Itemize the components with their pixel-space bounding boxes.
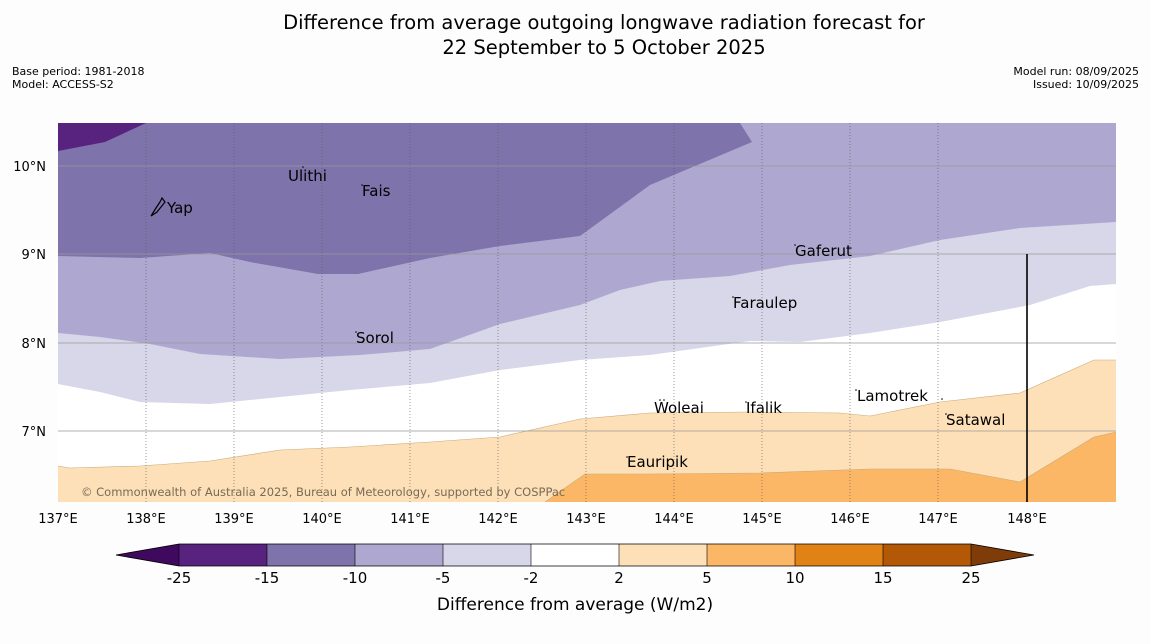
lon-label-146e: 146°E (830, 512, 870, 527)
place-label-fais: Fais (362, 182, 391, 200)
place-label-lamotrek: Lamotrek (857, 387, 928, 405)
place-label-sorol: Sorol (356, 329, 394, 347)
yap-island-shape (150, 196, 166, 217)
lon-label-147e: 147°E (918, 512, 958, 527)
lon-label-143e: 143°E (566, 512, 606, 527)
lon-label-137e: 137°E (38, 512, 78, 527)
contour-plus5 (544, 431, 1116, 502)
lat-label-8n: 8°N (22, 337, 47, 352)
colorbar-tick-7: 5 (702, 569, 712, 587)
place-label-yap: Yap (166, 199, 193, 217)
colorbar-tick-6: 2 (614, 569, 624, 587)
colorbar-tick-1: -25 (167, 569, 192, 587)
title-line-2: 22 September to 5 October 2025 (442, 36, 766, 59)
lon-label-141e: 141°E (390, 512, 430, 527)
map-area (58, 123, 1116, 502)
colorbar-segment-3 (355, 544, 443, 566)
colorbar-label: Difference from average (W/m2) (437, 595, 713, 615)
colorbar-segment-2 (267, 544, 355, 566)
lon-label-142e: 142°E (478, 512, 518, 527)
colorbar-extend-low (116, 544, 179, 566)
place-label-faraulep: Faraulep (733, 294, 797, 312)
gridlines (58, 123, 1116, 502)
colorbar-segment-8 (795, 544, 883, 566)
meta-left: Base period: 1981-2018 Model: ACCESS-S2 (12, 65, 144, 91)
colorbar-tick-10: 25 (961, 569, 980, 587)
place-labels: Ulithi Fais Yap Gaferut Faraulep Sorol L… (166, 167, 1005, 471)
colorbar-tick-5: -2 (524, 569, 539, 587)
colorbar-segment-5 (531, 544, 619, 566)
colorbar-segment-9 (883, 544, 971, 566)
place-label-ifalik: Ifalik (746, 399, 782, 417)
colorbar-dividers (178, 544, 972, 566)
colorbar: -25 -15 -10 -5 -2 2 5 10 15 25 Differenc… (115, 543, 1035, 615)
model-run: Model run: 08/09/2025 (1013, 65, 1139, 78)
place-label-woleai: Woleai (654, 399, 704, 417)
colorbar-tick-3: -10 (343, 569, 368, 587)
colorbar-extend-high (971, 544, 1034, 566)
band-minus25-minus15 (58, 123, 146, 151)
colorbar-tick-9: 15 (873, 569, 892, 587)
lon-label-145e: 145°E (742, 512, 782, 527)
model-name: Model: ACCESS-S2 (12, 78, 114, 91)
place-label-ulithi: Ulithi (288, 167, 327, 185)
colorbar-segment-1 (179, 544, 267, 566)
lat-label-10n: 10°N (13, 160, 46, 175)
lon-label-139e: 139°E (214, 512, 254, 527)
lon-label-148e: 148°E (1007, 512, 1047, 527)
colorbar-segment-6 (619, 544, 707, 566)
title-line-1: Difference from average outgoing longwav… (283, 11, 925, 34)
place-label-eauripik: Eauripik (627, 453, 688, 471)
contour-plus2 (58, 359, 1116, 469)
copyright-notice: © Commonwealth of Australia 2025, Bureau… (81, 485, 565, 499)
colorbar-tick-4: -5 (436, 569, 451, 587)
band-minus15-minus10 (58, 123, 752, 274)
longitude-labels: 137°E 138°E 139°E 140°E 141°E 142°E 143°… (38, 512, 1047, 527)
lat-label-9n: 9°N (22, 248, 47, 263)
lat-label-7n: 7°N (22, 425, 47, 440)
colorbar-tick-2: -15 (255, 569, 280, 587)
meridians (145, 123, 939, 502)
latitude-labels: 10°N 9°N 8°N 7°N (13, 160, 46, 440)
place-label-gaferut: Gaferut (795, 242, 852, 260)
parallels (58, 165, 1116, 432)
band-plus5-plus10 (545, 432, 1116, 502)
colorbar-segment-7 (707, 544, 795, 566)
map-title: Difference from average outgoing longwav… (0, 10, 1150, 60)
lon-label-140e: 140°E (302, 512, 342, 527)
issued-date: Issued: 10/09/2025 (1032, 78, 1139, 91)
base-period: Base period: 1981-2018 (12, 65, 145, 78)
lon-label-138e: 138°E (126, 512, 166, 527)
place-label-satawal: Satawal (946, 411, 1005, 429)
colorbar-tick-8: 10 (785, 569, 804, 587)
island-markers (150, 166, 947, 458)
meta-right: Model run: 08/09/2025 Issued: 10/09/2025 (1013, 65, 1139, 91)
colorbar-segment-4 (443, 544, 531, 566)
lon-label-144e: 144°E (654, 512, 694, 527)
colorbar-ticks: -25 -15 -10 -5 -2 2 5 10 15 25 (167, 569, 981, 587)
